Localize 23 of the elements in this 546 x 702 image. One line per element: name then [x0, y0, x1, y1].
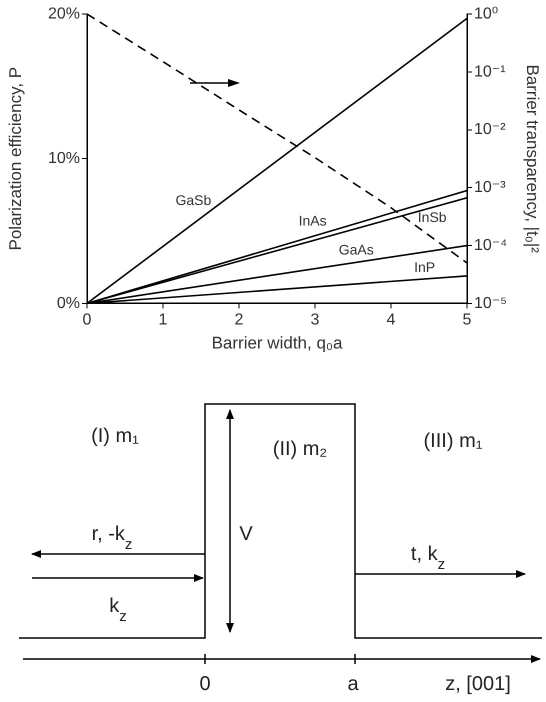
y-tick-label: 0% — [56, 294, 80, 312]
y-tick-label: 10% — [48, 150, 80, 168]
x-tick-label: 5 — [462, 311, 472, 328]
x-tick-label: 2 — [234, 311, 244, 328]
y2-tick-label: 10⁰ — [474, 5, 498, 22]
y-axis-title: Polarization efficiency, P — [6, 66, 25, 251]
y2-tick-label: 10⁻⁴ — [474, 236, 508, 254]
series-label: InSb — [418, 208, 447, 225]
y2-tick-label: 10⁻¹ — [474, 63, 506, 80]
series-label: GaAs — [338, 241, 374, 258]
y2-tick-label: 10⁻² — [474, 121, 506, 138]
y2-axis-title: Barrier transparency, |t₀|² — [523, 64, 542, 254]
x-tick-label: 4 — [386, 311, 396, 328]
y2-tick-label: 10⁻⁵ — [474, 294, 507, 312]
series-label: GaSb — [175, 192, 212, 208]
x-tick-label: 1 — [158, 311, 168, 328]
series-label: InAs — [298, 212, 327, 228]
series-label: InP — [414, 258, 436, 275]
y2-tick-label: 10⁻³ — [474, 179, 506, 196]
x-tick-label: 3 — [310, 311, 320, 328]
x-tick-label: 0 — [82, 311, 92, 328]
y-tick-label: 20% — [48, 5, 80, 22]
x-axis-title: Barrier width, q₀a — [212, 333, 343, 352]
